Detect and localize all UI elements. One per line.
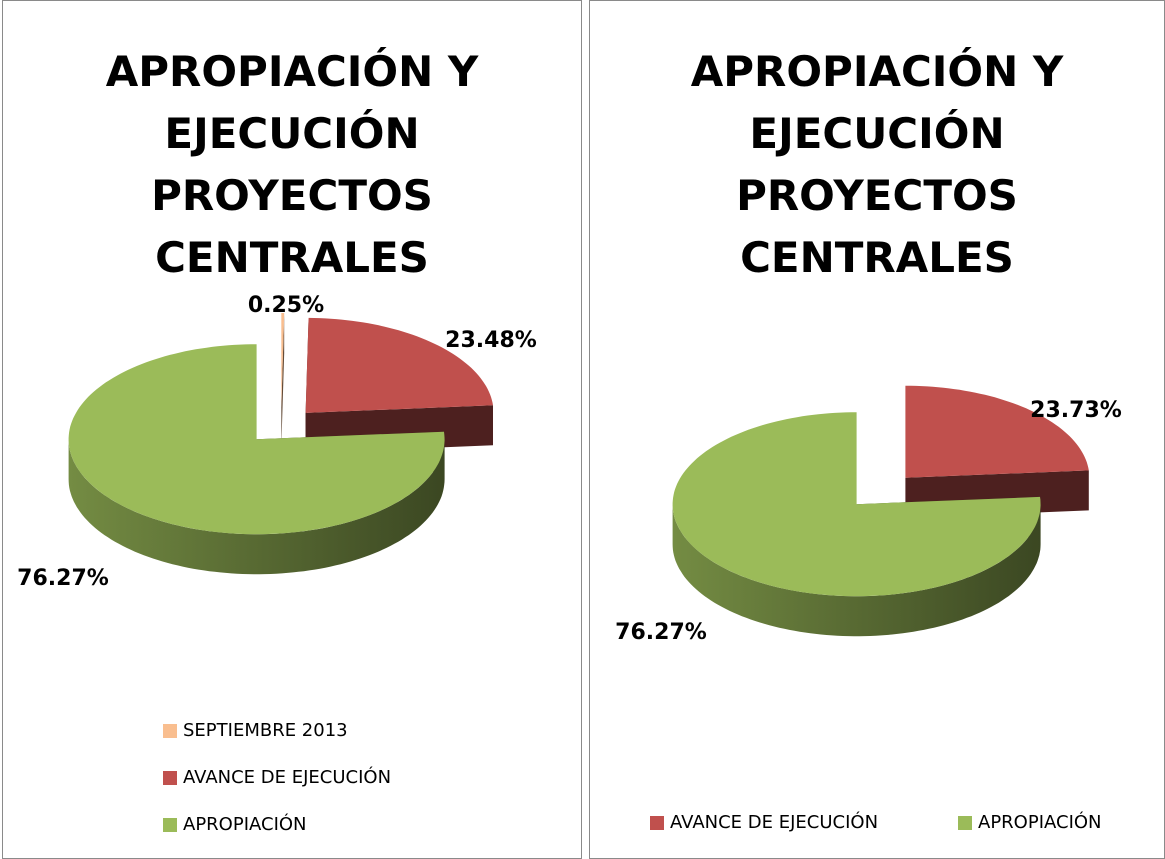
slice bbox=[281, 313, 285, 408]
slice-side bbox=[281, 313, 285, 448]
legend-swatch bbox=[163, 771, 177, 785]
legend-swatch bbox=[163, 818, 177, 832]
chart-panel: APROPIACIÓN Y EJECUCIÓN PROYECTOS CENTRA… bbox=[589, 0, 1165, 859]
slice bbox=[672, 412, 1041, 597]
legend-swatch bbox=[163, 724, 177, 738]
chart-panel: APROPIACIÓN Y EJECUCIÓN PROYECTOS CENTRA… bbox=[2, 0, 582, 859]
data-label: 23.73% bbox=[1030, 398, 1122, 423]
data-label: 23.48% bbox=[445, 328, 537, 353]
slice bbox=[305, 317, 493, 413]
data-label: 76.27% bbox=[17, 566, 109, 591]
legend-label: SEPTIEMBRE 2013 bbox=[183, 720, 348, 741]
data-label: 0.25% bbox=[248, 293, 324, 318]
legend-label: AVANCE DE EJECUCIÓN bbox=[183, 766, 391, 788]
legend-label: AVANCE DE EJECUCIÓN bbox=[670, 811, 878, 833]
slice-side bbox=[672, 504, 1041, 637]
legend-label: APROPIACIÓN bbox=[978, 811, 1102, 833]
legend-swatch bbox=[958, 816, 972, 830]
chart-title: APROPIACIÓN Y EJECUCIÓN PROYECTOS CENTRA… bbox=[105, 47, 479, 282]
slice bbox=[68, 344, 445, 535]
legend-swatch bbox=[650, 816, 664, 830]
chart: 23.73% 76.27% AVANCE DE EJECUCIÓN APROPIACI… bbox=[615, 385, 1122, 833]
slice-side bbox=[68, 439, 445, 575]
data-label: 76.27% bbox=[615, 620, 707, 645]
slice bbox=[905, 385, 1089, 478]
legend-label: APROPIACIÓN bbox=[183, 813, 307, 835]
chart-title: APROPIACIÓN Y EJECUCIÓN PROYECTOS CENTRA… bbox=[690, 47, 1064, 282]
chart: 0.25% 23.48% 76.27% SEPTIEMBRE 2013 AVANCE D… bbox=[17, 293, 537, 835]
